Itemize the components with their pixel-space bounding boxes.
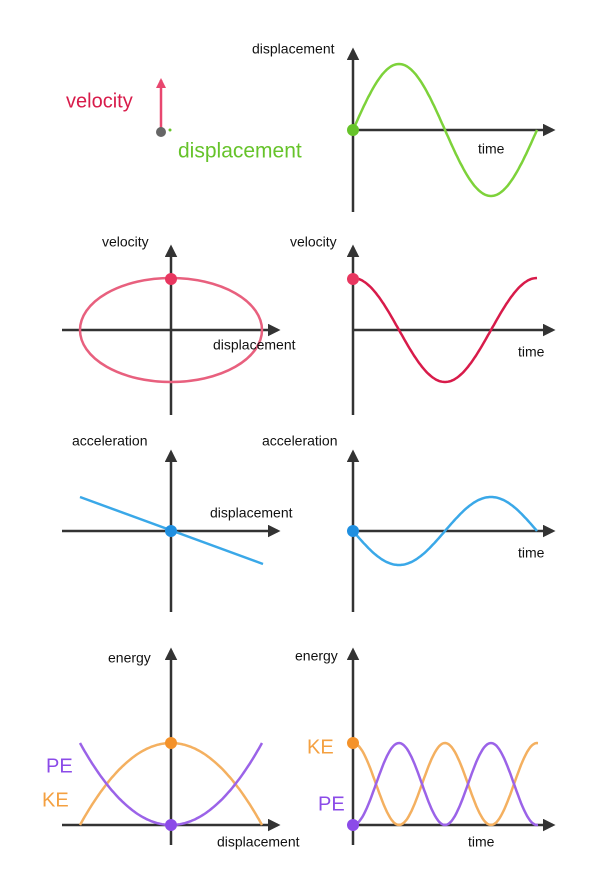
point (347, 737, 359, 749)
ke-curve (352, 741, 539, 827)
pe-curve (352, 741, 539, 827)
y-label: acceleration (262, 433, 338, 449)
legend-displacement: displacement (178, 140, 302, 163)
x-label: displacement (217, 834, 300, 850)
displacement-curve (351, 62, 539, 198)
mass-dot (156, 127, 166, 137)
x-label: displacement (213, 337, 296, 353)
x-label: time (468, 834, 495, 850)
point (165, 737, 177, 749)
displacement-dot (168, 128, 172, 132)
y-label: acceleration (72, 433, 148, 449)
y-label: displacement (252, 41, 335, 57)
velocity-curve (352, 276, 538, 384)
point (165, 525, 177, 537)
y-label: velocity (290, 234, 337, 250)
pe-label: PE (318, 793, 345, 815)
x-label: time (518, 545, 545, 561)
y-label: velocity (102, 234, 149, 250)
point (347, 273, 359, 285)
point (165, 819, 177, 831)
point (347, 819, 359, 831)
legend-velocity: velocity (66, 90, 133, 112)
x-label: time (478, 141, 505, 157)
point (347, 124, 359, 136)
x-label: time (518, 344, 545, 360)
point (347, 525, 359, 537)
ke-label: KE (307, 736, 334, 758)
pe-label: PE (46, 755, 73, 777)
acceleration-curve (352, 495, 538, 567)
y-label: energy (295, 648, 338, 664)
ke-label: KE (42, 789, 69, 811)
x-label: displacement (210, 505, 293, 521)
point (165, 273, 177, 285)
y-label: energy (108, 650, 151, 666)
